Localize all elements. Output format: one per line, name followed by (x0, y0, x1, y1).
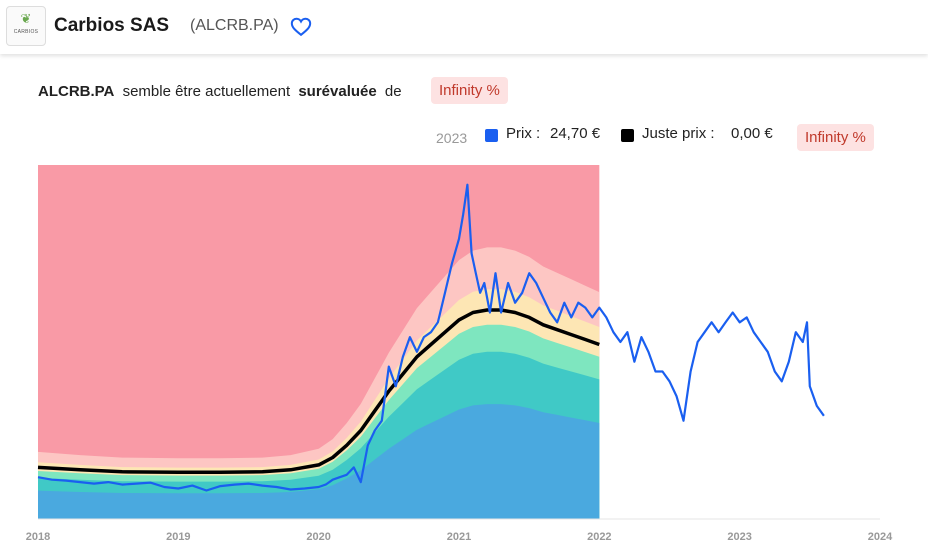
band-undervalued-strong (38, 404, 600, 519)
logo-text: CARBIOS (13, 29, 39, 35)
fair-legend-label: Juste prix : (642, 125, 715, 142)
x-tick-label: 2023 (727, 531, 751, 543)
x-tick-label: 2024 (868, 531, 893, 543)
fair-value-line (37, 308, 600, 475)
company-name: Carbios SAS (54, 15, 170, 36)
x-tick-label: 2018 (26, 531, 50, 543)
legend-percent-badge: Infinity % (797, 124, 874, 151)
valuation-status: surévaluée (298, 83, 377, 100)
legend-year: 2023 (436, 130, 468, 146)
valuation-statement: ALCRB.PA semble être actuellement suréva… (38, 83, 402, 100)
x-tick-label: 2019 (166, 531, 190, 543)
leaf-icon: ❦ (20, 11, 32, 26)
valuation-text-after: de (384, 83, 402, 100)
valuation-ticker: ALCRB.PA (38, 83, 115, 100)
valuation-chart: 2018 2019 2020 2021 2022 2023 2024 (26, 165, 893, 543)
valuation-text-before: semble être actuellement (122, 83, 291, 100)
x-tick-label: 2020 (306, 531, 330, 543)
price-legend-label: Prix : (506, 125, 541, 142)
price-legend-swatch (485, 129, 498, 142)
fair-legend-value: 0,00 € (731, 125, 773, 142)
price-line (37, 183, 825, 492)
valuation-bands (38, 165, 600, 519)
x-tick-label: 2021 (447, 531, 471, 543)
header: ❦ CARBIOS Carbios SAS (ALCRB.PA) (0, 0, 928, 54)
price-legend-value: 24,70 € (550, 125, 601, 142)
company-logo: ❦ CARBIOS (6, 6, 46, 46)
fair-legend-swatch (621, 129, 634, 142)
heart-icon[interactable] (290, 16, 312, 38)
x-tick-label: 2022 (587, 531, 611, 543)
company-ticker: (ALCRB.PA) (190, 17, 279, 34)
valuation-percent-badge: Infinity % (431, 77, 508, 104)
x-axis-ticks: 2018 2019 2020 2021 2022 2023 2024 (26, 531, 893, 543)
